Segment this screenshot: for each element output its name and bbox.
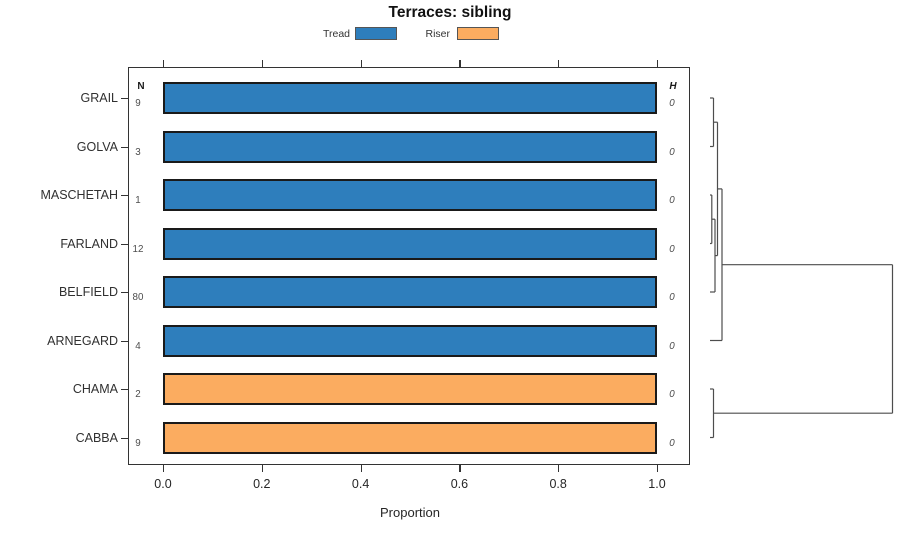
- n-value: 3: [135, 146, 141, 158]
- proportion-bar: [163, 324, 657, 357]
- h-value: 0: [669, 243, 675, 255]
- x-axis-top-tick: [459, 59, 461, 67]
- row-tick: [121, 98, 128, 100]
- proportion-bar: [163, 227, 657, 260]
- row-tick: [121, 340, 128, 342]
- row-label: CABBA: [75, 430, 118, 445]
- x-axis-tick: [261, 465, 263, 472]
- n-value: 12: [132, 243, 144, 255]
- x-axis-tick: [657, 465, 659, 472]
- h-column-header: H: [669, 80, 677, 92]
- proportion-bar: [163, 179, 657, 211]
- h-value: 0: [669, 146, 675, 158]
- n-value: 9: [135, 98, 141, 109]
- row-label: BELFIELD: [58, 285, 118, 299]
- x-axis-tick: [459, 465, 461, 472]
- legend-swatch-tread-icon: [355, 26, 397, 40]
- n-value: 80: [132, 292, 144, 303]
- chart-title: Terraces: sibling: [388, 4, 512, 21]
- row-tick: [121, 292, 128, 294]
- n-value: 9: [135, 437, 141, 449]
- proportion-bar: [163, 130, 657, 163]
- x-tick-label: 1.0: [648, 477, 666, 491]
- row-tick: [121, 389, 128, 391]
- x-tick-label: 0.6: [450, 477, 469, 491]
- n-value: 4: [135, 340, 141, 352]
- legend-swatch-riser-icon: [457, 26, 499, 40]
- x-axis-top-tick: [558, 59, 560, 67]
- proportion-bar: [163, 82, 657, 114]
- h-value: 0: [669, 195, 675, 206]
- x-axis-top-tick: [360, 59, 362, 67]
- row-label: ARNEGARD: [47, 333, 118, 348]
- row-tick: [121, 437, 128, 439]
- legend-label-riser: Riser: [425, 28, 450, 40]
- x-axis-top-tick: [163, 59, 165, 67]
- row-label: GRAIL: [80, 91, 118, 105]
- x-axis-label: Proportion: [380, 505, 440, 520]
- x-tick-label: 0.0: [154, 477, 172, 491]
- n-value: 1: [135, 195, 141, 206]
- row-label: CHAMA: [72, 382, 118, 396]
- row-tick: [121, 195, 128, 197]
- h-value: 0: [669, 340, 675, 352]
- plot-area: [128, 67, 690, 465]
- row-label: GOLVA: [76, 139, 118, 154]
- n-value: 2: [135, 389, 141, 400]
- x-axis-tick: [360, 465, 362, 472]
- x-tick-label: 0.2: [253, 477, 271, 491]
- x-axis-tick: [558, 465, 560, 472]
- x-axis-top-tick: [657, 59, 659, 67]
- row-label: FARLAND: [60, 236, 118, 251]
- x-tick-label: 0.8: [549, 477, 567, 491]
- x-axis-top-tick: [261, 59, 263, 67]
- row-tick: [121, 243, 128, 245]
- x-tick-label: 0.4: [351, 477, 370, 491]
- h-value: 0: [669, 98, 675, 109]
- row-tick: [121, 146, 128, 148]
- h-value: 0: [669, 389, 675, 400]
- h-value: 0: [669, 437, 675, 449]
- x-axis-tick: [163, 465, 165, 472]
- n-column-header: N: [137, 81, 145, 92]
- proportion-bar: [163, 373, 657, 405]
- proportion-bar: [163, 276, 657, 308]
- h-value: 0: [669, 292, 675, 303]
- legend-label-tread: Tread: [322, 28, 350, 40]
- row-label: MASCHETAH: [40, 188, 118, 202]
- proportion-bar: [163, 421, 657, 454]
